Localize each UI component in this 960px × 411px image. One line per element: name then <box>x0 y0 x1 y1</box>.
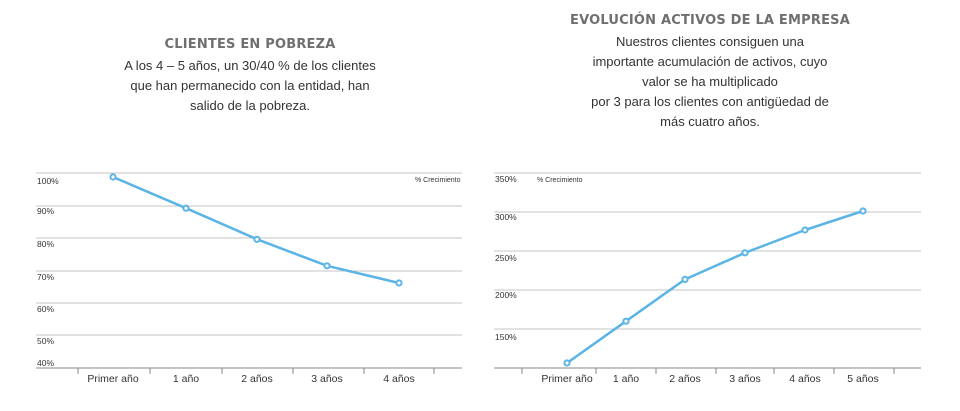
right-subtitle-line: más cuatro años. <box>660 114 760 129</box>
right-growth-annotation: % Crecimiento <box>537 177 583 184</box>
left-x-tick-label: 1 año <box>173 373 199 385</box>
right-chart-subtitle: Nuestros clientes consiguen una importan… <box>580 32 840 132</box>
right-data-point <box>859 207 867 215</box>
left-data-point <box>395 279 403 287</box>
right-x-tick-label: 3 años <box>729 373 761 385</box>
left-y-tick-label: 90% <box>37 206 54 216</box>
right-x-tick-label: 1 año <box>613 373 639 385</box>
right-subtitle-line: Nuestros clientes consiguen una <box>616 34 804 49</box>
right-x-tick-label: Primer año <box>541 373 593 385</box>
left-y-tick-label: 70% <box>37 272 54 282</box>
right-chart-header: EVOLUCIÓN ACTIVOS DE LA EMPRESA Nuestros… <box>560 13 860 132</box>
right-data-point <box>681 275 689 283</box>
left-data-point <box>182 204 190 212</box>
left-series-line <box>111 175 401 285</box>
right-x-tick-label: 2 años <box>669 373 701 385</box>
left-chart-subtitle: A los 4 – 5 años, un 30/40 % de los clie… <box>124 58 376 113</box>
right-chart-title: EVOLUCIÓN ACTIVOS DE LA EMPRESA <box>570 13 850 28</box>
left-y-tick-label: 80% <box>37 239 54 249</box>
right-data-point <box>741 249 749 257</box>
right-subtitle-line: importante acumulación de activos, cuyo <box>592 54 828 69</box>
right-y-tick-label: 150% <box>495 332 517 342</box>
left-data-point <box>323 262 331 270</box>
left-y-tick-label: 100% <box>37 176 59 186</box>
right-y-tick-label: 250% <box>495 253 517 263</box>
right-subtitle-line: por 3 para los clientes con antigüedad d… <box>591 94 829 109</box>
left-x-tick-label: Primer año <box>87 373 139 385</box>
left-x-tick-label: 3 años <box>311 373 343 385</box>
left-growth-annotation: % Crecimiento <box>415 177 461 184</box>
left-y-tick-label: 40% <box>37 358 54 368</box>
right-y-tick-label: 350% <box>495 174 517 184</box>
right-y-tick-label: 200% <box>495 290 517 300</box>
right-x-tick-label: 5 años <box>847 373 879 385</box>
left-y-tick-label: 50% <box>37 336 54 346</box>
left-chart-header: CLIENTES EN POBREZA A los 4 – 5 años, un… <box>100 37 400 116</box>
right-x-tick-label: 4 años <box>789 373 821 385</box>
right-data-point <box>622 317 630 325</box>
right-data-point <box>563 359 571 367</box>
left-data-point <box>253 235 261 243</box>
left-data-point <box>109 173 117 181</box>
left-chart-title: CLIENTES EN POBREZA <box>164 37 336 52</box>
right-series-line <box>565 209 865 365</box>
left-y-tick-label: 60% <box>37 304 54 314</box>
right-subtitle-line: valor se ha multiplicado <box>642 74 778 89</box>
left-x-tick-label: 2 años <box>241 373 273 385</box>
left-x-tick-label: 4 años <box>383 373 415 385</box>
right-y-tick-label: 300% <box>495 212 517 222</box>
right-data-point <box>801 226 809 234</box>
